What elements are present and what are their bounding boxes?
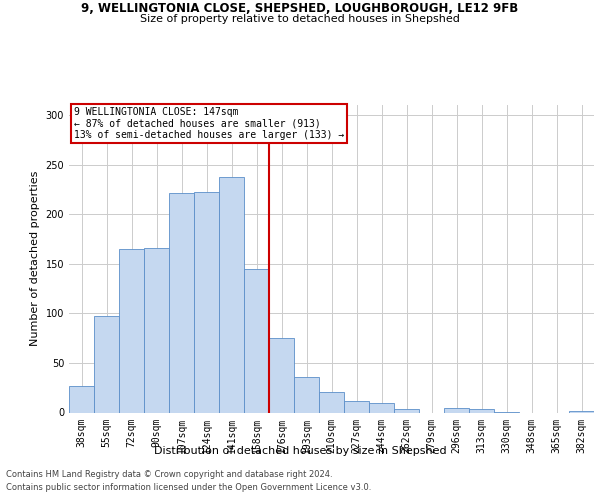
Bar: [119, 249, 144, 412]
Bar: [194, 192, 219, 412]
Bar: [269, 338, 294, 412]
Bar: [294, 377, 319, 412]
Bar: [219, 178, 244, 412]
Bar: [369, 402, 394, 412]
Bar: [569, 410, 594, 412]
Text: Size of property relative to detached houses in Shepshed: Size of property relative to detached ho…: [140, 14, 460, 24]
Bar: [169, 194, 194, 412]
Text: 9, WELLINGTONIA CLOSE, SHEPSHED, LOUGHBOROUGH, LE12 9FB: 9, WELLINGTONIA CLOSE, SHEPSHED, LOUGHBO…: [82, 2, 518, 16]
Text: Contains public sector information licensed under the Open Government Licence v3: Contains public sector information licen…: [6, 482, 371, 492]
Y-axis label: Number of detached properties: Number of detached properties: [30, 171, 40, 346]
Bar: [144, 248, 169, 412]
Bar: [394, 408, 419, 412]
Bar: [69, 386, 94, 412]
Bar: [94, 316, 119, 412]
Text: Contains HM Land Registry data © Crown copyright and database right 2024.: Contains HM Land Registry data © Crown c…: [6, 470, 332, 479]
Bar: [319, 392, 344, 412]
Bar: [244, 268, 269, 412]
Text: 9 WELLINGTONIA CLOSE: 147sqm
← 87% of detached houses are smaller (913)
13% of s: 9 WELLINGTONIA CLOSE: 147sqm ← 87% of de…: [74, 106, 344, 140]
Bar: [469, 408, 494, 412]
Bar: [444, 408, 469, 412]
Bar: [344, 400, 369, 412]
Text: Distribution of detached houses by size in Shepshed: Distribution of detached houses by size …: [154, 446, 446, 456]
